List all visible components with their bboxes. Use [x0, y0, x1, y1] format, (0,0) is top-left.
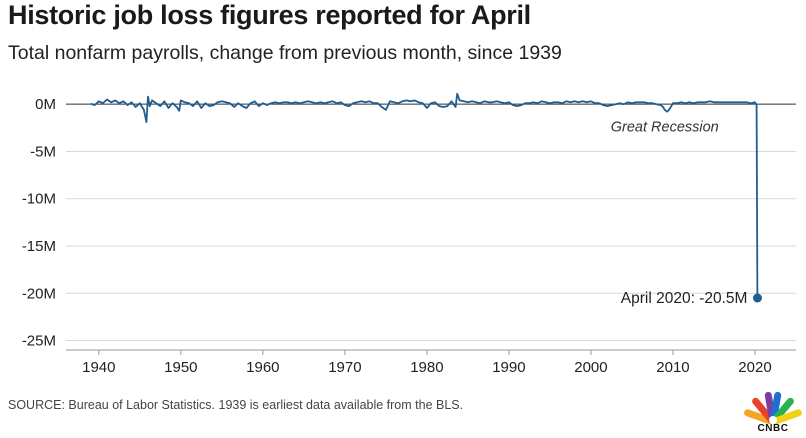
- x-tick-label: 1950: [164, 359, 197, 376]
- series-line: [90, 92, 759, 299]
- x-tick-label: 1960: [246, 359, 279, 376]
- y-tick-label: 0M: [35, 96, 56, 113]
- x-tick-label: 2020: [738, 359, 771, 376]
- y-tick-label: -5M: [30, 143, 56, 160]
- x-tick-label: 1970: [328, 359, 361, 376]
- annotation-great-recession: Great Recession: [611, 120, 719, 136]
- x-tick-label: 1990: [492, 359, 525, 376]
- cnbc-logo: CNBC: [744, 391, 802, 436]
- y-tick-label: -15M: [22, 238, 56, 255]
- line-chart: 0M -5M -10M -15M -20M -25M 1940 1950 1960 1970 198…: [22, 92, 796, 376]
- data-point-april-2020: [752, 293, 762, 303]
- logo-text: CNBC: [757, 423, 789, 434]
- x-tick-label: 1940: [82, 359, 115, 376]
- peacock-body: [769, 416, 777, 424]
- x-tick-label: 2000: [574, 359, 607, 376]
- x-tick-label: 1980: [410, 359, 443, 376]
- y-tick-label: -25M: [22, 333, 56, 350]
- x-tick-label: 2010: [656, 359, 689, 376]
- y-tick-label: -10M: [22, 191, 56, 208]
- chart-title: Historic job loss figures reported for A…: [8, 0, 531, 30]
- peacock-icon: [744, 391, 802, 426]
- y-tick-label: -20M: [22, 285, 56, 302]
- source-note: SOURCE: Bureau of Labor Statistics. 1939…: [8, 398, 464, 412]
- chart-subtitle: Total nonfarm payrolls, change from prev…: [8, 42, 562, 64]
- peacock-feather: [769, 409, 802, 426]
- annotation-april-2020: April 2020: -20.5M: [621, 290, 748, 307]
